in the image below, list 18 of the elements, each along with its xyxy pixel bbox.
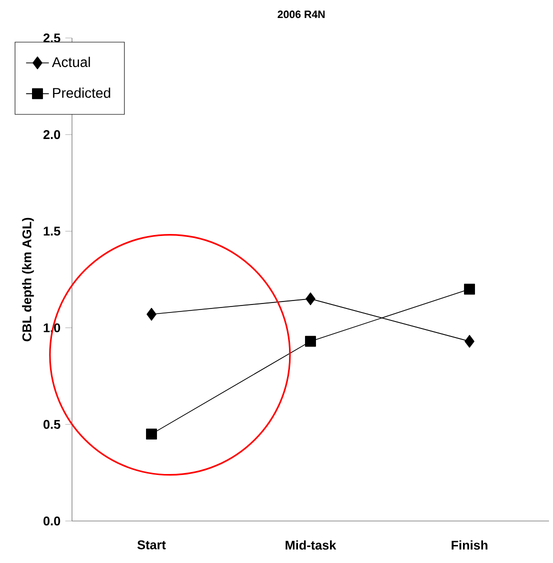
x-tick-label: Finish xyxy=(451,540,488,550)
y-tick-label: 1.5 xyxy=(44,226,60,236)
point xyxy=(464,334,474,348)
y-tick-label: 2.5 xyxy=(43,34,60,42)
legend-label: Predicted xyxy=(52,88,110,98)
y-tick-label: 0.0 xyxy=(43,516,60,526)
y-tick-label: 2.0 xyxy=(43,130,60,140)
point xyxy=(146,308,156,321)
chart-title: 2006 R4N xyxy=(277,10,324,18)
legend-label: Actual xyxy=(52,56,90,68)
point xyxy=(146,428,157,440)
x-tick-label: Mid-task xyxy=(285,540,336,550)
point xyxy=(305,292,316,306)
y-axis-title: CBL depth (km AGL) xyxy=(22,218,34,342)
point xyxy=(304,336,316,347)
point xyxy=(464,284,475,295)
x-tick-label: Start xyxy=(137,540,166,550)
y-tick-label: 0.5 xyxy=(43,420,60,429)
